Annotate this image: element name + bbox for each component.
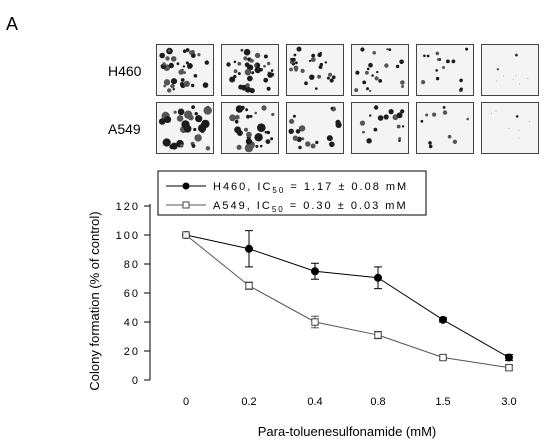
y-tick-label: 20 [124, 346, 140, 358]
legend-label-value: = 0.30 ± 0.03 mM [285, 200, 408, 212]
colony-plate-a549-5 [416, 102, 474, 154]
y-tick-label: 100 [116, 230, 140, 242]
colony-plate-h460-6 [481, 44, 539, 96]
data-point [311, 267, 319, 276]
data-point [245, 282, 253, 290]
legend-marker [182, 182, 190, 190]
colony-plate-h460-4 [351, 44, 409, 96]
row-label-h460: H460 [108, 63, 142, 79]
colony-plate-a549-4 [351, 102, 409, 154]
colony-plate-a549-3 [286, 102, 344, 154]
row-label-a549: A549 [108, 121, 141, 137]
y-tick-label: 120 [116, 201, 140, 213]
panel-label: A [6, 14, 19, 34]
series-line [185, 234, 510, 369]
x-tick-label: 0.8 [370, 396, 385, 408]
colony-plate-h460-5 [416, 44, 474, 96]
legend-label-subscript: 50 [272, 186, 285, 195]
colony-plate-a549-2 [221, 102, 279, 154]
legend-label-text: H460, IC [213, 181, 272, 193]
colony-plate-a549-6 [481, 102, 539, 154]
data-point [505, 353, 513, 362]
x-tick-label: 0.2 [241, 396, 256, 408]
y-tick-label: 0 [132, 375, 140, 387]
series-2 [182, 231, 513, 372]
colony-plate-h460-3 [286, 44, 344, 96]
data-point [505, 363, 513, 372]
x-tick-label: 0 [183, 396, 189, 408]
data-point [439, 315, 447, 324]
legend-label-text: A549, IC [213, 200, 272, 212]
y-tick-label: 80 [124, 259, 140, 271]
data-point [374, 273, 382, 282]
legend-marker [182, 201, 190, 209]
data-point [245, 244, 253, 253]
colony-plate-a549-1 [156, 102, 214, 154]
legend-label: A549, IC50 = 0.30 ± 0.03 mM [213, 200, 408, 214]
legend-label-value: = 1.17 ± 0.08 mM [285, 181, 408, 193]
chart-series [182, 230, 513, 372]
x-tick-label: 3.0 [501, 396, 516, 408]
data-point [374, 331, 382, 339]
legend-label-subscript: 50 [272, 205, 285, 214]
y-axis-label: Colony formation (% of control) [87, 211, 102, 390]
legend-label: H460, IC50 = 1.17 ± 0.08 mM [213, 181, 408, 195]
legend-box [157, 170, 427, 216]
colony-plate-h460-2 [221, 44, 279, 96]
data-point [439, 353, 447, 362]
x-tick-label: 1.5 [435, 396, 450, 408]
colony-plate-h460-1 [156, 44, 214, 96]
x-axis-label: Para-toluenesulfonamide (mM) [258, 424, 436, 439]
y-tick-label: 60 [124, 288, 140, 300]
series-1 [182, 230, 513, 362]
data-point [311, 318, 319, 326]
data-point [182, 231, 190, 239]
y-tick-label: 40 [124, 317, 140, 329]
series-line [185, 234, 510, 358]
x-tick-label: 0.4 [307, 396, 322, 408]
chart-axes: 0 20 40 60 80 100 120 Colony formation (% of co… [87, 201, 517, 439]
